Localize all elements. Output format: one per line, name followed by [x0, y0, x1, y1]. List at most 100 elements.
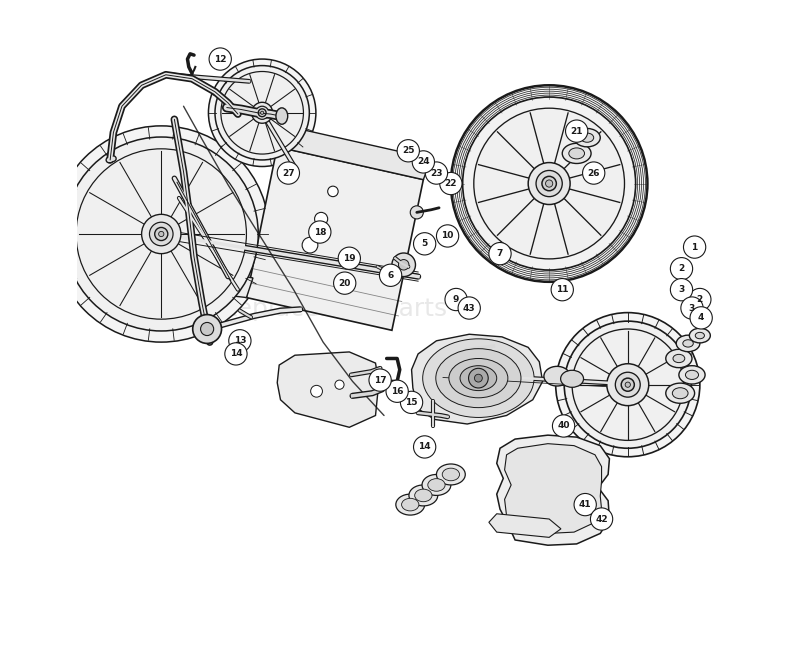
- Ellipse shape: [679, 366, 705, 384]
- Circle shape: [425, 162, 448, 184]
- Ellipse shape: [689, 328, 710, 343]
- Circle shape: [556, 313, 700, 457]
- Polygon shape: [505, 443, 602, 534]
- Ellipse shape: [562, 143, 591, 163]
- Text: 23: 23: [430, 168, 443, 178]
- Ellipse shape: [672, 388, 688, 399]
- Circle shape: [76, 149, 246, 319]
- Text: 15: 15: [405, 398, 418, 407]
- Circle shape: [468, 368, 488, 388]
- Circle shape: [574, 494, 596, 516]
- Ellipse shape: [276, 108, 288, 124]
- Ellipse shape: [569, 148, 585, 159]
- Polygon shape: [277, 352, 379, 427]
- Circle shape: [225, 343, 247, 365]
- Text: 2: 2: [697, 295, 703, 304]
- Circle shape: [414, 233, 436, 255]
- Polygon shape: [411, 334, 543, 424]
- Circle shape: [256, 106, 269, 119]
- Ellipse shape: [436, 349, 521, 407]
- Circle shape: [410, 206, 424, 219]
- Circle shape: [142, 215, 181, 253]
- Circle shape: [159, 232, 164, 237]
- Circle shape: [311, 386, 322, 397]
- Circle shape: [258, 109, 266, 116]
- Text: 26: 26: [587, 168, 600, 178]
- Circle shape: [565, 321, 691, 448]
- Text: 40: 40: [557, 422, 569, 430]
- Circle shape: [386, 380, 408, 403]
- Text: 17: 17: [373, 376, 386, 385]
- Polygon shape: [489, 514, 561, 538]
- Circle shape: [536, 170, 562, 197]
- Circle shape: [328, 186, 338, 197]
- Text: eReplacementParts: eReplacementParts: [205, 297, 447, 321]
- Circle shape: [252, 102, 273, 123]
- Text: 20: 20: [339, 278, 351, 288]
- Circle shape: [458, 297, 480, 319]
- Ellipse shape: [683, 340, 693, 347]
- Ellipse shape: [460, 366, 497, 391]
- Text: 43: 43: [463, 303, 475, 313]
- Text: 24: 24: [417, 157, 429, 166]
- Circle shape: [671, 257, 693, 280]
- Ellipse shape: [402, 498, 419, 511]
- Ellipse shape: [685, 370, 698, 380]
- Ellipse shape: [695, 332, 705, 339]
- Circle shape: [400, 392, 423, 413]
- Circle shape: [221, 72, 304, 154]
- Circle shape: [582, 162, 605, 184]
- Circle shape: [64, 137, 258, 331]
- Circle shape: [277, 162, 300, 184]
- Text: 21: 21: [570, 126, 583, 136]
- Text: 41: 41: [579, 500, 591, 509]
- Circle shape: [414, 436, 436, 458]
- Circle shape: [671, 278, 693, 301]
- Ellipse shape: [415, 489, 432, 501]
- Circle shape: [208, 59, 316, 166]
- Text: 14: 14: [230, 349, 242, 359]
- Circle shape: [369, 369, 391, 392]
- Circle shape: [590, 508, 612, 530]
- Text: 1: 1: [692, 243, 697, 251]
- Text: 2: 2: [679, 265, 684, 273]
- Circle shape: [309, 221, 331, 243]
- Circle shape: [463, 97, 636, 270]
- Text: 14: 14: [418, 442, 431, 451]
- Polygon shape: [277, 126, 431, 180]
- Circle shape: [334, 272, 356, 294]
- Ellipse shape: [442, 468, 459, 481]
- Circle shape: [379, 264, 402, 286]
- Circle shape: [150, 222, 173, 246]
- Circle shape: [338, 247, 360, 269]
- Circle shape: [397, 139, 420, 162]
- Ellipse shape: [666, 349, 692, 368]
- Circle shape: [474, 108, 625, 259]
- Circle shape: [621, 378, 634, 392]
- Circle shape: [193, 315, 222, 343]
- Circle shape: [625, 382, 630, 388]
- Circle shape: [552, 415, 575, 437]
- Circle shape: [412, 151, 434, 173]
- Text: 5: 5: [421, 240, 428, 248]
- Circle shape: [440, 172, 462, 195]
- Ellipse shape: [574, 128, 600, 147]
- Circle shape: [542, 176, 556, 191]
- Polygon shape: [497, 435, 609, 545]
- Text: 10: 10: [441, 232, 454, 240]
- Text: 13: 13: [233, 336, 246, 345]
- Ellipse shape: [676, 335, 700, 351]
- Text: 19: 19: [343, 254, 356, 263]
- Text: 42: 42: [595, 515, 608, 524]
- Circle shape: [445, 288, 467, 311]
- Circle shape: [572, 329, 684, 440]
- Text: 18: 18: [313, 228, 326, 236]
- Ellipse shape: [561, 370, 583, 388]
- Ellipse shape: [437, 464, 465, 485]
- Circle shape: [551, 278, 573, 301]
- Ellipse shape: [428, 478, 446, 492]
- Polygon shape: [179, 268, 253, 297]
- Circle shape: [607, 364, 649, 406]
- Polygon shape: [246, 147, 424, 330]
- Ellipse shape: [666, 383, 695, 403]
